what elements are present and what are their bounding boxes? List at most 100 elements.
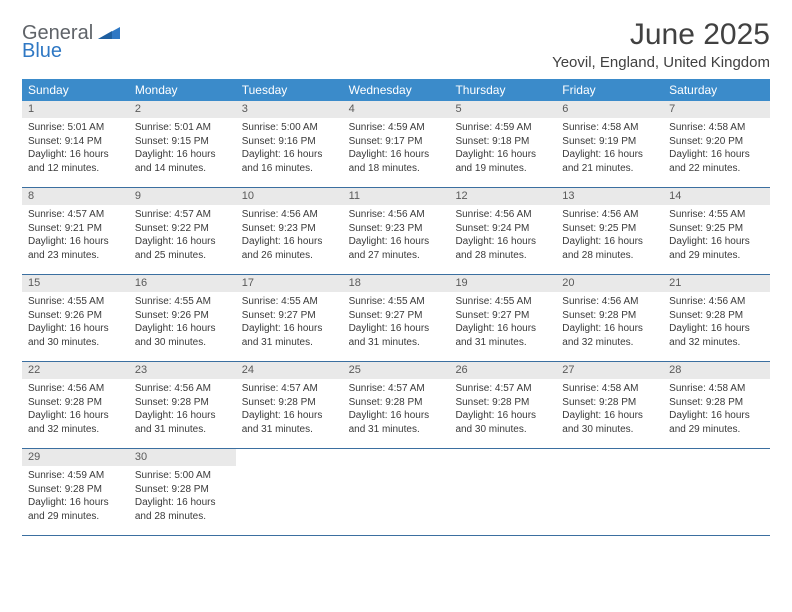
day-body: Sunrise: 4:55 AMSunset: 9:26 PMDaylight:…	[22, 292, 129, 355]
day-cell	[556, 449, 663, 535]
daylight-text: Daylight: 16 hours	[562, 409, 657, 423]
day-body: Sunrise: 4:56 AMSunset: 9:23 PMDaylight:…	[236, 205, 343, 268]
daylight-text: and 26 minutes.	[242, 249, 337, 263]
day-body: Sunrise: 4:59 AMSunset: 9:18 PMDaylight:…	[449, 118, 556, 181]
day-number: 20	[556, 275, 663, 292]
sunrise-text: Sunrise: 4:58 AM	[669, 121, 764, 135]
week-row: 1Sunrise: 5:01 AMSunset: 9:14 PMDaylight…	[22, 101, 770, 188]
day-cell: 1Sunrise: 5:01 AMSunset: 9:14 PMDaylight…	[22, 101, 129, 187]
sunset-text: Sunset: 9:24 PM	[455, 222, 550, 236]
day-body: Sunrise: 4:59 AMSunset: 9:28 PMDaylight:…	[22, 466, 129, 529]
week-row: 22Sunrise: 4:56 AMSunset: 9:28 PMDayligh…	[22, 362, 770, 449]
sunset-text: Sunset: 9:28 PM	[669, 309, 764, 323]
day-body: Sunrise: 4:57 AMSunset: 9:21 PMDaylight:…	[22, 205, 129, 268]
sunrise-text: Sunrise: 4:57 AM	[28, 208, 123, 222]
day-cell: 18Sunrise: 4:55 AMSunset: 9:27 PMDayligh…	[343, 275, 450, 361]
daylight-text: Daylight: 16 hours	[135, 409, 230, 423]
day-number: 15	[22, 275, 129, 292]
month-title: June 2025	[552, 18, 770, 52]
sunrise-text: Sunrise: 4:55 AM	[455, 295, 550, 309]
day-body: Sunrise: 4:56 AMSunset: 9:28 PMDaylight:…	[556, 292, 663, 355]
sunrise-text: Sunrise: 4:56 AM	[455, 208, 550, 222]
daylight-text: and 29 minutes.	[669, 249, 764, 263]
day-number: 8	[22, 188, 129, 205]
daylight-text: Daylight: 16 hours	[669, 235, 764, 249]
sunset-text: Sunset: 9:27 PM	[455, 309, 550, 323]
day-number: 3	[236, 101, 343, 118]
daylight-text: and 31 minutes.	[135, 423, 230, 437]
week-row: 29Sunrise: 4:59 AMSunset: 9:28 PMDayligh…	[22, 449, 770, 536]
daylight-text: Daylight: 16 hours	[135, 148, 230, 162]
daylight-text: Daylight: 16 hours	[455, 322, 550, 336]
day-body: Sunrise: 5:01 AMSunset: 9:15 PMDaylight:…	[129, 118, 236, 181]
day-cell: 5Sunrise: 4:59 AMSunset: 9:18 PMDaylight…	[449, 101, 556, 187]
weekday-header-cell: Monday	[129, 79, 236, 101]
daylight-text: Daylight: 16 hours	[669, 409, 764, 423]
sunrise-text: Sunrise: 5:00 AM	[242, 121, 337, 135]
daylight-text: Daylight: 16 hours	[669, 322, 764, 336]
sunrise-text: Sunrise: 4:56 AM	[562, 208, 657, 222]
sunrise-text: Sunrise: 4:55 AM	[349, 295, 444, 309]
day-body: Sunrise: 4:55 AMSunset: 9:25 PMDaylight:…	[663, 205, 770, 268]
day-cell: 17Sunrise: 4:55 AMSunset: 9:27 PMDayligh…	[236, 275, 343, 361]
sunset-text: Sunset: 9:21 PM	[28, 222, 123, 236]
daylight-text: Daylight: 16 hours	[242, 148, 337, 162]
day-number: 7	[663, 101, 770, 118]
day-number: 24	[236, 362, 343, 379]
weekday-header-cell: Wednesday	[343, 79, 450, 101]
daylight-text: and 32 minutes.	[562, 336, 657, 350]
day-cell: 12Sunrise: 4:56 AMSunset: 9:24 PMDayligh…	[449, 188, 556, 274]
sunset-text: Sunset: 9:28 PM	[349, 396, 444, 410]
week-row: 8Sunrise: 4:57 AMSunset: 9:21 PMDaylight…	[22, 188, 770, 275]
day-cell: 15Sunrise: 4:55 AMSunset: 9:26 PMDayligh…	[22, 275, 129, 361]
day-cell: 7Sunrise: 4:58 AMSunset: 9:20 PMDaylight…	[663, 101, 770, 187]
logo-text-wrap: General Blue	[22, 24, 120, 60]
daylight-text: Daylight: 16 hours	[349, 235, 444, 249]
day-cell: 30Sunrise: 5:00 AMSunset: 9:28 PMDayligh…	[129, 449, 236, 535]
daylight-text: Daylight: 16 hours	[28, 409, 123, 423]
daylight-text: Daylight: 16 hours	[669, 148, 764, 162]
sunset-text: Sunset: 9:28 PM	[562, 396, 657, 410]
daylight-text: and 25 minutes.	[135, 249, 230, 263]
day-cell: 23Sunrise: 4:56 AMSunset: 9:28 PMDayligh…	[129, 362, 236, 448]
daylight-text: and 30 minutes.	[28, 336, 123, 350]
day-cell: 26Sunrise: 4:57 AMSunset: 9:28 PMDayligh…	[449, 362, 556, 448]
sunset-text: Sunset: 9:14 PM	[28, 135, 123, 149]
daylight-text: and 31 minutes.	[242, 336, 337, 350]
daylight-text: Daylight: 16 hours	[242, 409, 337, 423]
day-number: 13	[556, 188, 663, 205]
day-body: Sunrise: 4:59 AMSunset: 9:17 PMDaylight:…	[343, 118, 450, 181]
sunset-text: Sunset: 9:28 PM	[135, 483, 230, 497]
daylight-text: and 14 minutes.	[135, 162, 230, 176]
sunset-text: Sunset: 9:25 PM	[562, 222, 657, 236]
daylight-text: Daylight: 16 hours	[135, 496, 230, 510]
sunrise-text: Sunrise: 4:56 AM	[669, 295, 764, 309]
day-body: Sunrise: 4:57 AMSunset: 9:28 PMDaylight:…	[236, 379, 343, 442]
sunrise-text: Sunrise: 4:59 AM	[455, 121, 550, 135]
day-body: Sunrise: 4:58 AMSunset: 9:19 PMDaylight:…	[556, 118, 663, 181]
day-cell: 21Sunrise: 4:56 AMSunset: 9:28 PMDayligh…	[663, 275, 770, 361]
daylight-text: and 18 minutes.	[349, 162, 444, 176]
daylight-text: Daylight: 16 hours	[455, 148, 550, 162]
title-block: June 2025 Yeovil, England, United Kingdo…	[552, 18, 770, 71]
daylight-text: Daylight: 16 hours	[455, 409, 550, 423]
sunset-text: Sunset: 9:18 PM	[455, 135, 550, 149]
day-cell: 2Sunrise: 5:01 AMSunset: 9:15 PMDaylight…	[129, 101, 236, 187]
day-body: Sunrise: 5:01 AMSunset: 9:14 PMDaylight:…	[22, 118, 129, 181]
day-cell: 24Sunrise: 4:57 AMSunset: 9:28 PMDayligh…	[236, 362, 343, 448]
daylight-text: and 21 minutes.	[562, 162, 657, 176]
daylight-text: and 30 minutes.	[562, 423, 657, 437]
sunset-text: Sunset: 9:28 PM	[455, 396, 550, 410]
sunrise-text: Sunrise: 5:01 AM	[28, 121, 123, 135]
sunset-text: Sunset: 9:28 PM	[135, 396, 230, 410]
daylight-text: and 32 minutes.	[28, 423, 123, 437]
daylight-text: and 27 minutes.	[349, 249, 444, 263]
day-body: Sunrise: 4:56 AMSunset: 9:25 PMDaylight:…	[556, 205, 663, 268]
day-cell: 22Sunrise: 4:56 AMSunset: 9:28 PMDayligh…	[22, 362, 129, 448]
day-cell: 6Sunrise: 4:58 AMSunset: 9:19 PMDaylight…	[556, 101, 663, 187]
day-body: Sunrise: 4:58 AMSunset: 9:28 PMDaylight:…	[663, 379, 770, 442]
day-cell: 25Sunrise: 4:57 AMSunset: 9:28 PMDayligh…	[343, 362, 450, 448]
sunrise-text: Sunrise: 4:56 AM	[135, 382, 230, 396]
sunrise-text: Sunrise: 4:57 AM	[135, 208, 230, 222]
day-body: Sunrise: 4:57 AMSunset: 9:28 PMDaylight:…	[449, 379, 556, 442]
